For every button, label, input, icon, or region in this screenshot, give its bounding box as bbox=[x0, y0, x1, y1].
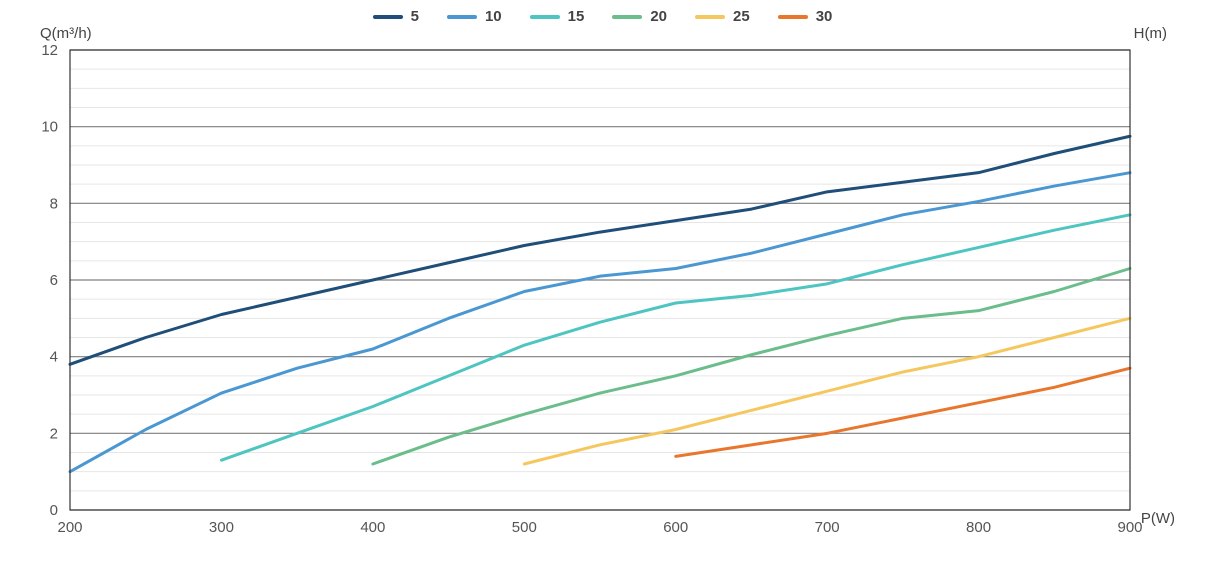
y-tick-label: 2 bbox=[50, 425, 58, 442]
legend-swatch bbox=[530, 15, 560, 19]
x-axis-label: P(W) bbox=[1141, 510, 1175, 527]
x-tick-label: 300 bbox=[209, 519, 234, 536]
legend-swatch bbox=[612, 15, 642, 19]
legend-label: 15 bbox=[568, 8, 585, 25]
legend-swatch bbox=[778, 15, 808, 19]
x-tick-label: 200 bbox=[57, 519, 82, 536]
legend-label: 5 bbox=[411, 8, 419, 25]
pump-performance-chart: 5 10 15 20 25 30 Q(m³/h) H(m) P(W) 0 2 4 6 8 10 12 2… bbox=[0, 0, 1205, 562]
x-tick-label: 600 bbox=[663, 519, 688, 536]
x-tick-label: 400 bbox=[360, 519, 385, 536]
y-tick-label: 0 bbox=[50, 502, 58, 519]
y-tick-label: 10 bbox=[41, 119, 58, 136]
x-tick-label: 900 bbox=[1117, 519, 1142, 536]
legend-swatch bbox=[695, 15, 725, 19]
legend-swatch bbox=[447, 15, 477, 19]
legend-item-15: 15 bbox=[530, 8, 585, 25]
legend-item-25: 25 bbox=[695, 8, 750, 25]
legend-item-20: 20 bbox=[612, 8, 667, 25]
y-tick-label: 8 bbox=[50, 195, 58, 212]
legend-label: 30 bbox=[816, 8, 833, 25]
y-right-axis-label: H(m) bbox=[1134, 25, 1167, 42]
x-tick-label: 700 bbox=[815, 519, 840, 536]
legend: 5 10 15 20 25 30 bbox=[0, 8, 1205, 25]
plot-area: 0 2 4 6 8 10 12 200 300 400 500 600 700 800 900 bbox=[0, 0, 1205, 562]
x-tick-label: 800 bbox=[966, 519, 991, 536]
y-tick-label: 4 bbox=[50, 349, 58, 366]
legend-swatch bbox=[373, 15, 403, 19]
legend-item-30: 30 bbox=[778, 8, 833, 25]
legend-label: 10 bbox=[485, 8, 502, 25]
y-left-axis-label: Q(m³/h) bbox=[40, 25, 92, 42]
y-tick-label: 12 bbox=[41, 42, 58, 59]
legend-item-10: 10 bbox=[447, 8, 502, 25]
legend-label: 25 bbox=[733, 8, 750, 25]
legend-label: 20 bbox=[650, 8, 667, 25]
x-tick-label: 500 bbox=[512, 519, 537, 536]
y-tick-label: 6 bbox=[50, 272, 58, 289]
legend-item-5: 5 bbox=[373, 8, 419, 25]
